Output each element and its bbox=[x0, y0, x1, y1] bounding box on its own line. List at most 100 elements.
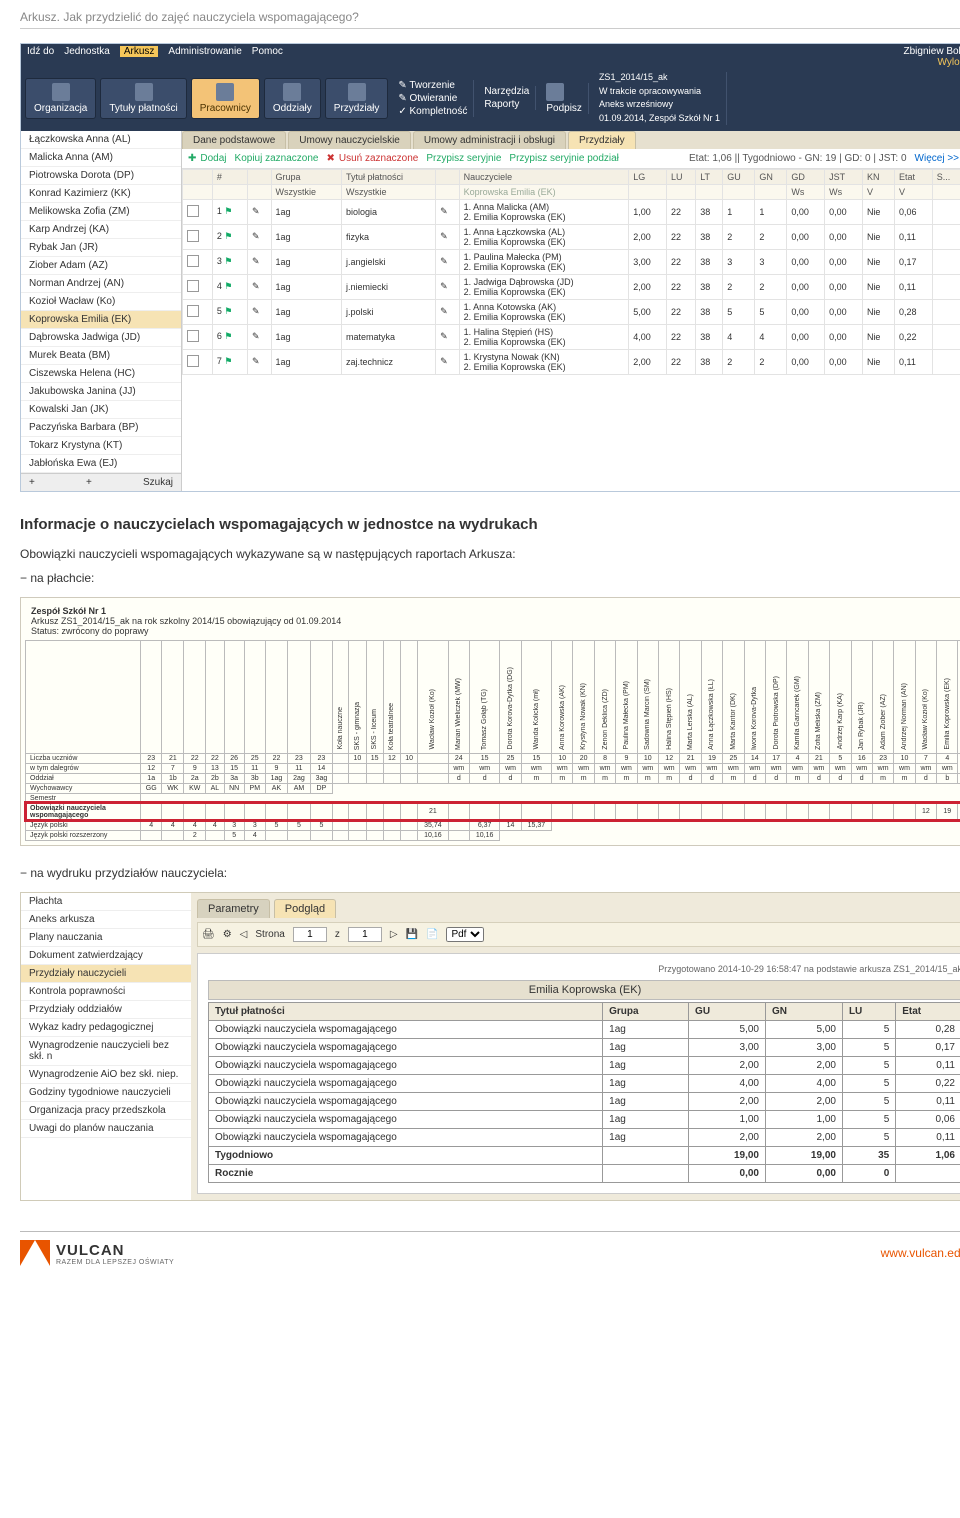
pv-meta: Przygotowano 2014-10-29 16:58:47 na pods… bbox=[208, 964, 960, 974]
tool-icon[interactable]: ⚙ bbox=[223, 929, 232, 940]
topbar-user: Zbigniew Bober bbox=[904, 46, 960, 57]
pv-side-item[interactable]: Wynagrodzenie AiO bez skł. niep. bbox=[21, 1066, 191, 1084]
sidebar-item[interactable]: Melikowska Zofia (ZM) bbox=[21, 203, 181, 221]
bullet-print: − na wydruku przydziałów nauczyciela: bbox=[20, 864, 960, 882]
logout-link[interactable]: Wyloguj bbox=[904, 57, 960, 68]
serial1-button[interactable]: Przypisz seryjnie bbox=[426, 153, 501, 164]
sidebar-item[interactable]: Malicka Anna (AM) bbox=[21, 149, 181, 167]
copy-button[interactable]: Kopiuj zaznaczone bbox=[235, 153, 319, 164]
tab[interactable]: Dane podstawowe bbox=[182, 131, 286, 149]
pr-row: Obowiązki nauczyciela wspomagającego1ag2… bbox=[209, 1128, 960, 1146]
pv-side-item[interactable]: Uwagi do planów nauczania bbox=[21, 1120, 191, 1138]
ribbon-sub[interactable]: ✓ Kompletność bbox=[398, 106, 467, 117]
table-row[interactable]: 6 ⚑✎1agmatematyka✎1. Halina Stępień (HS)… bbox=[183, 324, 960, 349]
pv-side-item[interactable]: Godziny tygodniowe nauczycieli bbox=[21, 1084, 191, 1102]
sb-plus2[interactable]: + bbox=[86, 477, 92, 488]
topmenu-item[interactable]: Jednostka bbox=[64, 46, 110, 57]
table-row[interactable]: 7 ⚑✎1agzaj.technicz✎1. Krystyna Nowak (K… bbox=[183, 349, 960, 374]
pv-side-item[interactable]: Przydziały nauczycieli bbox=[21, 965, 191, 983]
pv-side-item[interactable]: Aneks arkusza bbox=[21, 911, 191, 929]
topmenu-item[interactable]: Arkusz bbox=[120, 46, 159, 57]
sidebar-item[interactable]: Piotrowska Dorota (DP) bbox=[21, 167, 181, 185]
app-screenshot: Idź do Jednostka Arkusz Administrowanie Pomo… bbox=[20, 43, 960, 492]
ribbon-sub[interactable]: ✎ Otwieranie bbox=[398, 93, 467, 104]
main-panel: Dane podstawoweUmowy nauczycielskieUmowy… bbox=[182, 131, 960, 491]
delete-button[interactable]: ✖Usuń zaznaczone bbox=[326, 153, 418, 164]
pv-side-item[interactable]: Przydziały oddziałów bbox=[21, 1001, 191, 1019]
table-row[interactable]: 3 ⚑✎1agj.angielski✎1. Paulina Małecka (P… bbox=[183, 249, 960, 274]
sidebar-item[interactable]: Ziober Adam (AZ) bbox=[21, 257, 181, 275]
export-icon[interactable]: 📄 bbox=[426, 929, 438, 940]
sidebar: Łączkowska Anna (AL)Malicka Anna (AM)Pio… bbox=[21, 131, 182, 491]
table-row[interactable]: 5 ⚑✎1agj.polski✎1. Anna Kotowska (AK)2. … bbox=[183, 299, 960, 324]
pv-side-item[interactable]: Kontrola poprawności bbox=[21, 983, 191, 1001]
add-button[interactable]: ✚Dodaj bbox=[188, 153, 227, 164]
pv-toolbar: 🖨 ⚙ ◁ Strona z ▷ 💾 📄 Pdf bbox=[197, 922, 960, 947]
tab[interactable]: Umowy nauczycielskie bbox=[288, 131, 411, 149]
sidebar-item[interactable]: Murek Beata (BM) bbox=[21, 347, 181, 365]
table-row[interactable]: 4 ⚑✎1agj.niemiecki✎1. Jadwiga Dąbrowska … bbox=[183, 274, 960, 299]
ribbon-sub[interactable]: Narzędzia bbox=[484, 86, 529, 97]
print-icon[interactable]: 🖨 bbox=[202, 929, 215, 940]
sidebar-item[interactable]: Karp Andrzej (KA) bbox=[21, 221, 181, 239]
pv-side-item[interactable]: Dokument zatwierdzający bbox=[21, 947, 191, 965]
pv-tab[interactable]: Parametry bbox=[197, 899, 270, 918]
sidebar-item[interactable]: Jakubowska Janina (JJ) bbox=[21, 383, 181, 401]
ribbon-pracownicy[interactable]: Pracownicy bbox=[191, 78, 260, 119]
ribbon-przydziały[interactable]: Przydziały bbox=[325, 78, 389, 119]
ribbon-tytuły płatności[interactable]: Tytuły płatności bbox=[100, 78, 186, 119]
topmenu-item[interactable]: Pomoc bbox=[252, 46, 283, 57]
pr-row: Tygodniowo19,0019,00351,06 bbox=[209, 1146, 960, 1164]
pv-side-item[interactable]: Organizacja pracy przedszkola bbox=[21, 1102, 191, 1120]
next-icon[interactable]: ▷ bbox=[390, 929, 398, 940]
pdf-icon bbox=[546, 83, 564, 101]
pv-side-item[interactable]: Plany nauczania bbox=[21, 929, 191, 947]
sidebar-item[interactable]: Koprowska Emilia (EK) bbox=[21, 311, 181, 329]
pr-row: Rocznie0,000,000 bbox=[209, 1164, 960, 1182]
sidebar-item[interactable]: Norman Andrzej (AN) bbox=[21, 275, 181, 293]
logo-icon bbox=[20, 1240, 50, 1266]
plachta-report: Zespół Szkół Nr 1 Arkusz ZS1_2014/15_ak … bbox=[20, 597, 960, 846]
sidebar-item[interactable]: Tokarz Krystyna (KT) bbox=[21, 437, 181, 455]
sidebar-item[interactable]: Łączkowska Anna (AL) bbox=[21, 131, 181, 149]
sidebar-item[interactable]: Rybak Jan (JR) bbox=[21, 239, 181, 257]
pv-side-item[interactable]: Wynagrodzenie nauczycieli bez skł. n bbox=[21, 1037, 191, 1066]
footer: VULCAN RAZEM DLA LEPSZEJ OŚWIATY www.vul… bbox=[20, 1231, 960, 1266]
ribbon-sign[interactable]: Podpisz bbox=[546, 103, 582, 114]
pv-side-item[interactable]: Płachta bbox=[21, 893, 191, 911]
sb-plus[interactable]: + bbox=[29, 477, 35, 488]
sidebar-item[interactable]: Dąbrowska Jadwiga (JD) bbox=[21, 329, 181, 347]
pr-row: Obowiązki nauczyciela wspomagającego1ag2… bbox=[209, 1056, 960, 1074]
table-row[interactable]: 1 ⚑✎1agbiologia✎1. Anna Malicka (AM)2. E… bbox=[183, 199, 960, 224]
pr-row: Obowiązki nauczyciela wspomagającego1ag1… bbox=[209, 1110, 960, 1128]
pv-side-item[interactable]: Wykaz kadry pedagogicznej bbox=[21, 1019, 191, 1037]
sidebar-item[interactable]: Konrad Kazimierz (KK) bbox=[21, 185, 181, 203]
tab[interactable]: Umowy administracji i obsługi bbox=[413, 131, 566, 149]
save-icon[interactable]: 💾 bbox=[406, 929, 418, 940]
sidebar-item[interactable]: Jabłońska Ewa (EJ) bbox=[21, 455, 181, 473]
tab[interactable]: Przydziały bbox=[568, 131, 636, 149]
sidebar-item[interactable]: Paczyńska Barbara (BP) bbox=[21, 419, 181, 437]
more-link[interactable]: Więcej >> bbox=[915, 153, 959, 164]
prev-icon[interactable]: ◁ bbox=[240, 929, 248, 940]
page-total bbox=[348, 927, 382, 942]
sidebar-item[interactable]: Kowalski Jan (JK) bbox=[21, 401, 181, 419]
page-input[interactable] bbox=[293, 927, 327, 942]
serial2-button[interactable]: Przypisz seryjnie podział bbox=[509, 153, 619, 164]
pv-tab[interactable]: Podgląd bbox=[274, 899, 336, 918]
topmenu-item[interactable]: Administrowanie bbox=[168, 46, 241, 57]
pr-row: Obowiązki nauczyciela wspomagającego1ag2… bbox=[209, 1092, 960, 1110]
ribbon-sub[interactable]: ✎ Tworzenie bbox=[398, 80, 467, 91]
ribbon-organizacja[interactable]: Organizacja bbox=[25, 78, 96, 119]
sidebar-item[interactable]: Kozioł Wacław (Ko) bbox=[21, 293, 181, 311]
topmenu-item[interactable]: Idź do bbox=[27, 46, 54, 57]
ribbon-sub[interactable]: Raporty bbox=[484, 99, 529, 110]
sidebar-item[interactable]: Ciszewska Helena (HC) bbox=[21, 365, 181, 383]
ribbon-oddziały[interactable]: Oddziały bbox=[264, 78, 321, 119]
bullet-plachta: − na płachcie: bbox=[20, 569, 960, 587]
pr-row: Obowiązki nauczyciela wspomagającego1ag3… bbox=[209, 1038, 960, 1056]
format-select[interactable]: Pdf bbox=[446, 927, 484, 942]
table-row[interactable]: 2 ⚑✎1agfizyka✎1. Anna Łączkowska (AL)2. … bbox=[183, 224, 960, 249]
trash-icon: ✖ bbox=[326, 153, 334, 164]
sb-search[interactable]: Szukaj bbox=[143, 477, 173, 488]
